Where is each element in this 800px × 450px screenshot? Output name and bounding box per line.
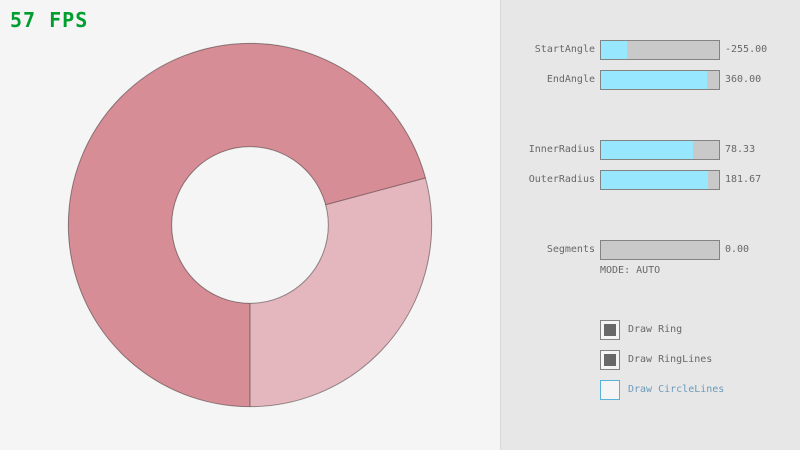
- fps-counter: 57 FPS: [10, 8, 89, 32]
- slider-startangle-fill: [601, 41, 627, 59]
- slider-value-innerradius: 78.33: [725, 144, 756, 155]
- slider-innerradius[interactable]: [600, 140, 720, 160]
- ring-lines: [67, 42, 433, 408]
- checkbox-draw-circlelines-box[interactable]: [600, 380, 620, 400]
- slider-value-outerradius: 181.67: [725, 174, 762, 185]
- slider-startangle[interactable]: [600, 40, 720, 60]
- slider-outerradius[interactable]: [600, 170, 720, 190]
- slider-value-startangle: -255.00: [725, 44, 768, 55]
- checkbox-draw-ring-label: Draw Ring: [628, 324, 683, 335]
- slider-endangle[interactable]: [600, 70, 720, 90]
- slider-endangle-fill: [601, 71, 708, 89]
- control-panel: [500, 0, 800, 450]
- slider-innerradius-fill: [601, 141, 694, 159]
- checkbox-draw-ringlines-box[interactable]: [600, 350, 620, 370]
- ring-sector-dark: [68, 43, 426, 407]
- slider-label-innerradius: InnerRadius: [528, 144, 595, 155]
- slider-label-outerradius: OuterRadius: [528, 174, 595, 185]
- slider-value-segments: 0.00: [725, 244, 750, 255]
- checkbox-draw-ring-box[interactable]: [600, 320, 620, 340]
- ring-sector-light: [250, 177, 432, 407]
- slider-value-endangle: 360.00: [725, 74, 762, 85]
- slider-label-endangle: EndAngle: [546, 74, 595, 85]
- checkbox-draw-ringlines-label: Draw RingLines: [628, 354, 713, 365]
- checkbox-check-mark: [604, 354, 616, 366]
- slider-label-segments: Segments: [546, 244, 595, 255]
- slider-segments[interactable]: [600, 240, 720, 260]
- checkbox-check-mark: [604, 324, 616, 336]
- segments-mode-text: MODE: AUTO: [600, 265, 661, 276]
- slider-outerradius-fill: [601, 171, 709, 189]
- checkbox-draw-circlelines-label: Draw CircleLines: [628, 384, 725, 395]
- slider-label-startangle: StartAngle: [534, 44, 595, 55]
